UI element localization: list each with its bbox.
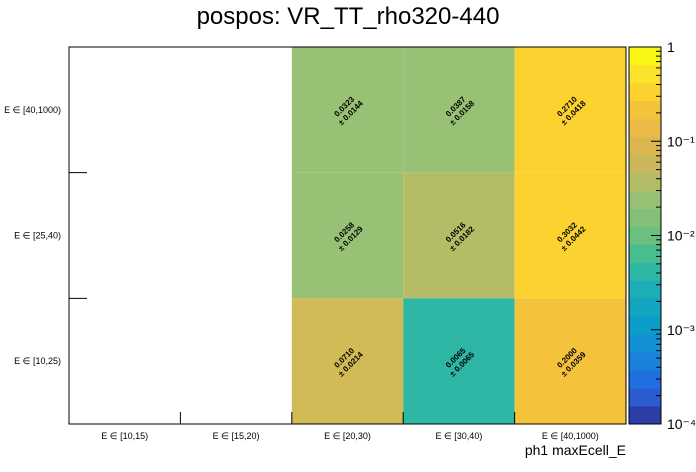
z-tick-label: 10⁻² xyxy=(667,228,695,244)
chart-title: pospos: VR_TT_rho320-440 xyxy=(197,3,500,30)
heatmap-cell xyxy=(291,172,404,299)
palette-swatch xyxy=(629,298,661,317)
palette-swatch xyxy=(629,352,661,371)
x-tick-label: E ∈ [10,15) xyxy=(101,431,148,441)
x-axis-title: ph1 maxEcell_E xyxy=(525,442,626,458)
palette-swatch xyxy=(629,118,661,138)
z-tick-label: 10⁻³ xyxy=(667,322,695,338)
palette-swatch xyxy=(629,172,661,191)
palette-swatch xyxy=(629,370,661,389)
z-tick-label: 10⁻¹ xyxy=(667,133,695,149)
heatmap-cell xyxy=(403,47,515,173)
palette-swatch xyxy=(629,64,661,84)
heatmap-cell xyxy=(403,298,515,424)
palette-swatch xyxy=(629,226,661,245)
x-tick-label: E ∈ [20,30) xyxy=(324,431,371,441)
plot-frame xyxy=(68,46,627,425)
palette-swatch xyxy=(629,280,661,299)
palette-swatch xyxy=(629,190,661,209)
x-tick-label: E ∈ [30,40) xyxy=(435,431,482,441)
palette-swatch xyxy=(629,406,661,425)
palette-swatch xyxy=(629,334,661,353)
palette-swatch xyxy=(629,208,661,227)
y-tick-label: E ∈ [10,25) xyxy=(14,356,61,366)
y-tick-label: E ∈ [25,40) xyxy=(14,231,61,241)
y-tick-label: E ∈ [40,1000) xyxy=(4,105,61,115)
x-tick-label: E ∈ [40,1000) xyxy=(542,431,599,441)
heatmap-cell xyxy=(514,172,626,299)
heatmap-cell xyxy=(291,47,404,173)
z-tick-label: 10⁻⁴ xyxy=(667,416,696,432)
palette-swatch xyxy=(629,388,661,407)
heatmap-cell xyxy=(403,172,515,299)
heatmap-cell xyxy=(514,298,626,424)
heatmap-cell xyxy=(514,47,626,173)
z-tick-label: 1 xyxy=(667,39,675,55)
heatmap-cell xyxy=(291,298,404,424)
x-tick-label: E ∈ [15,20) xyxy=(213,431,260,441)
palette-swatch xyxy=(629,244,661,263)
palette-swatch xyxy=(629,154,661,173)
palette-swatch xyxy=(629,47,661,66)
palette-swatch xyxy=(629,82,661,102)
palette-swatch xyxy=(629,262,661,281)
palette-swatch xyxy=(629,100,661,120)
palette-swatch xyxy=(629,316,661,335)
